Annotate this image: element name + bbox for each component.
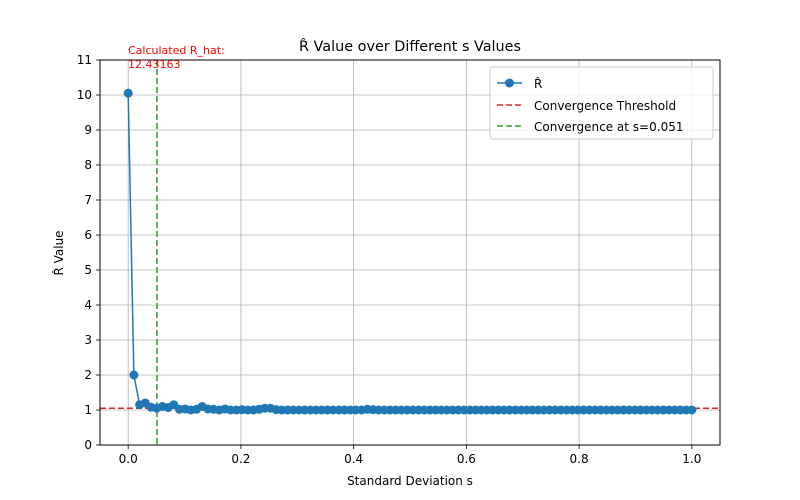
data-point bbox=[123, 88, 133, 98]
y-tick-label: 3 bbox=[84, 333, 92, 347]
legend-series-label: R̂ bbox=[534, 77, 542, 91]
data-point bbox=[687, 405, 697, 415]
y-tick-label: 7 bbox=[84, 193, 92, 207]
y-tick-label: 9 bbox=[84, 123, 92, 137]
y-tick-label: 8 bbox=[84, 158, 92, 172]
chart-title: R̂ Value over Different s Values bbox=[299, 38, 521, 55]
plot-frame bbox=[99, 59, 721, 446]
y-tick-label: 10 bbox=[77, 88, 92, 102]
annotation-line-2: 12.43163 bbox=[128, 58, 181, 71]
x-tick-label: 1.0 bbox=[682, 452, 701, 466]
x-tick-label: 0.2 bbox=[231, 452, 250, 466]
legend: R̂ Convergence Threshold Convergence at … bbox=[489, 66, 714, 140]
annotation-line-1: Calculated R_hat: bbox=[128, 44, 225, 57]
annotation: Calculated R_hat: 12.43163 bbox=[128, 44, 225, 71]
y-tick-label: 11 bbox=[77, 53, 92, 67]
legend-series-marker bbox=[505, 78, 514, 88]
legend-threshold-label: Convergence Threshold bbox=[534, 99, 676, 113]
y-tick-label: 2 bbox=[84, 368, 92, 382]
x-tick-label: 0.6 bbox=[457, 452, 476, 466]
x-axis-label: Standard Deviation s bbox=[347, 474, 473, 488]
legend-convergence-label: Convergence at s=0.051 bbox=[534, 120, 683, 134]
x-tick-label: 0.0 bbox=[119, 452, 138, 466]
y-tick-label: 4 bbox=[84, 298, 92, 312]
y-tick-label: 0 bbox=[84, 438, 92, 452]
x-tick-label: 0.8 bbox=[570, 452, 589, 466]
y-tick-label: 1 bbox=[84, 403, 92, 417]
y-axis-label: R̂ Value bbox=[52, 230, 66, 275]
y-axis-ticks: 0 1 2 3 4 5 6 7 8 9 10 11 bbox=[77, 53, 100, 452]
legend-box bbox=[489, 66, 714, 140]
data-point bbox=[129, 370, 139, 380]
x-tick-label: 0.4 bbox=[344, 452, 363, 466]
y-tick-label: 5 bbox=[84, 263, 92, 277]
series-layer bbox=[123, 88, 697, 415]
x-axis-ticks: 0.0 0.2 0.4 0.6 0.8 1.0 bbox=[119, 445, 701, 466]
y-tick-label: 6 bbox=[84, 228, 92, 242]
